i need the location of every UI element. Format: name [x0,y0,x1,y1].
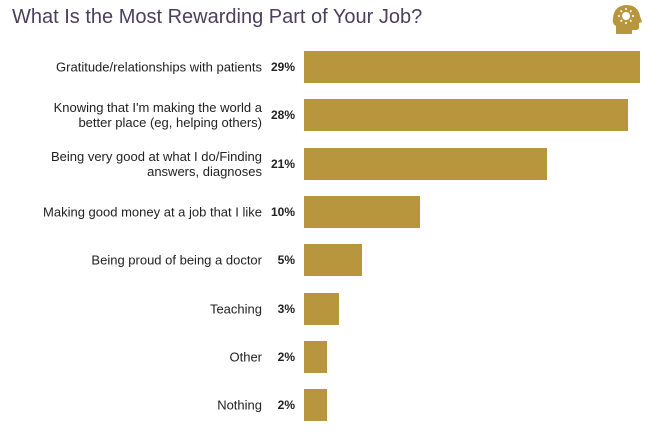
bar [304,244,362,277]
bar [304,99,629,132]
bar [304,340,328,373]
value-label: 2% [277,398,295,413]
bar [304,389,328,422]
value-label: 21% [270,156,295,171]
value-label: 2% [277,349,295,364]
value-label: 28% [270,108,295,123]
bar [304,147,548,180]
category-label: Being very good at what I do/Finding ans… [50,148,262,179]
logo-icon [612,5,642,34]
category-label: Being proud of being a doctor [91,252,262,268]
value-label: 10% [270,204,295,219]
category-label: Other [229,349,262,365]
category-label: Making good money at a job that I like [43,204,262,220]
value-label: 3% [277,301,295,316]
bar [304,292,339,325]
chart-title: What Is the Most Rewarding Part of Your … [12,6,423,28]
category-label: Nothing [217,397,262,413]
bar [304,195,420,228]
value-label: 5% [277,253,295,268]
value-label: 29% [270,60,295,74]
category-label: Knowing that I'm making the world a bett… [53,100,262,131]
category-label: Gratitude/relationships with patients [56,59,262,75]
bar [304,51,640,83]
category-label: Teaching [209,301,262,316]
